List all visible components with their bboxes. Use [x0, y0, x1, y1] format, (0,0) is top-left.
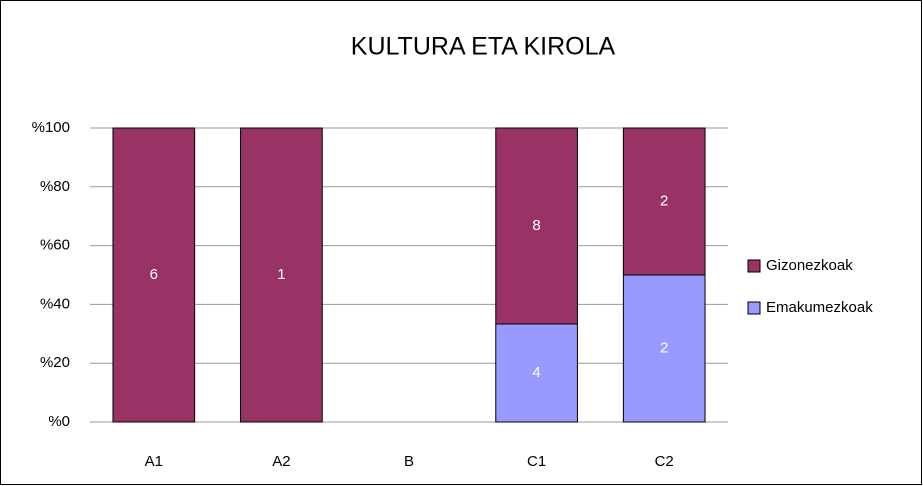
- data-label: 1: [277, 266, 285, 283]
- y-tick-label: %0: [48, 413, 70, 430]
- chart-title: KULTURA ETA KIROLA: [351, 33, 616, 61]
- y-tick-label: %60: [40, 237, 70, 254]
- x-tick-label: C1: [527, 453, 546, 470]
- data-label: 2: [660, 192, 668, 209]
- data-label: 2: [660, 339, 668, 356]
- legend-label: Emakumezkoak: [766, 299, 873, 316]
- data-label: 6: [150, 266, 158, 283]
- y-tick-label: %40: [40, 295, 70, 312]
- legend-swatch: [747, 259, 761, 273]
- y-tick-label: %100: [32, 119, 70, 136]
- y-tick-label: %80: [40, 178, 70, 195]
- legend-swatch: [747, 301, 761, 315]
- x-tick-label: C2: [655, 453, 674, 470]
- x-tick-label: A1: [145, 453, 163, 470]
- x-tick-label: B: [404, 453, 414, 470]
- bar-segment: [112, 127, 196, 423]
- bar-segment: [495, 323, 578, 423]
- bar-segment: [622, 274, 706, 423]
- bar-segment: [622, 127, 706, 276]
- bar-segment: [495, 127, 578, 325]
- bar-segment: [240, 127, 323, 423]
- data-label: 4: [532, 364, 540, 381]
- legend-label: Gizonezkoak: [766, 257, 853, 274]
- data-label: 8: [532, 217, 540, 234]
- y-tick-label: %20: [40, 354, 70, 371]
- x-tick-label: A2: [272, 453, 290, 470]
